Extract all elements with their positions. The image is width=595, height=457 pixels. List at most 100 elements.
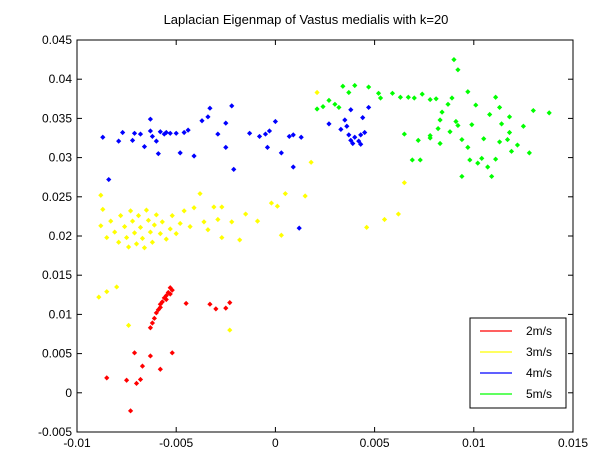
- data-point: [546, 110, 552, 116]
- data-point: [433, 96, 439, 102]
- data-point: [508, 148, 515, 154]
- data-point: [364, 224, 370, 230]
- series-3: [314, 57, 552, 180]
- data-point: [298, 134, 304, 140]
- data-point: [419, 91, 425, 97]
- data-point: [366, 104, 372, 111]
- series-0: [104, 285, 233, 414]
- data-point: [496, 139, 503, 145]
- data-point: [205, 227, 211, 233]
- data-point: [149, 133, 155, 140]
- x-tick-label: 0.01: [462, 436, 486, 450]
- data-point: [247, 130, 253, 136]
- data-point: [278, 232, 284, 238]
- x-tick-label: -0.005: [159, 436, 193, 450]
- data-point: [125, 322, 132, 328]
- data-point: [358, 132, 364, 138]
- data-point: [506, 129, 513, 136]
- data-point: [314, 89, 320, 96]
- data-point: [481, 136, 487, 142]
- data-point: [493, 94, 499, 100]
- data-point: [147, 116, 154, 122]
- data-point: [161, 295, 167, 301]
- data-point: [207, 301, 213, 307]
- data-point: [485, 164, 491, 170]
- data-point: [465, 144, 471, 151]
- data-point: [473, 102, 479, 108]
- data-point: [243, 211, 249, 217]
- data-point: [215, 216, 221, 223]
- data-point: [439, 109, 445, 115]
- data-point: [125, 244, 132, 250]
- data-point: [479, 155, 485, 161]
- y-tick-label: 0.015: [42, 268, 72, 282]
- data-point: [100, 206, 106, 212]
- data-point: [131, 350, 138, 356]
- data-point: [167, 285, 173, 291]
- data-point: [157, 231, 163, 237]
- y-tick-label: 0.005: [42, 347, 72, 361]
- y-tick-label: 0.025: [42, 190, 72, 204]
- x-tick-label: 0: [272, 436, 279, 450]
- data-point: [366, 84, 372, 90]
- data-point: [147, 353, 154, 359]
- data-point: [157, 129, 163, 135]
- data-point: [187, 223, 193, 230]
- data-point: [381, 216, 388, 223]
- data-point: [268, 200, 275, 206]
- data-point: [227, 300, 233, 306]
- data-point: [127, 208, 134, 214]
- data-point: [124, 377, 130, 383]
- data-point: [137, 131, 144, 137]
- data-point: [223, 305, 229, 311]
- data-point: [131, 130, 138, 136]
- data-point: [290, 132, 296, 138]
- data-point: [427, 96, 433, 103]
- data-point: [153, 310, 159, 316]
- data-point: [181, 129, 187, 136]
- data-point: [274, 203, 280, 209]
- data-point: [278, 150, 284, 156]
- data-point: [116, 239, 122, 245]
- data-point: [157, 301, 163, 307]
- data-point: [106, 176, 112, 183]
- data-point: [223, 120, 229, 126]
- y-tick-label: -0.005: [38, 425, 72, 439]
- data-point: [118, 213, 124, 219]
- data-point: [122, 223, 128, 230]
- data-point: [437, 117, 443, 123]
- data-point: [116, 138, 122, 144]
- data-point: [129, 218, 136, 224]
- data-point: [137, 376, 144, 383]
- data-point: [96, 294, 102, 300]
- data-point: [465, 89, 471, 95]
- data-point: [223, 144, 229, 151]
- data-point: [256, 133, 263, 140]
- data-point: [173, 231, 179, 237]
- data-point: [496, 104, 503, 111]
- data-point: [336, 104, 342, 111]
- data-point: [348, 107, 354, 113]
- y-tick-label: 0.04: [49, 72, 73, 86]
- data-point: [135, 213, 142, 219]
- legend-box: [469, 317, 567, 409]
- data-point: [177, 150, 183, 156]
- data-point: [147, 229, 154, 235]
- data-point: [302, 193, 308, 199]
- data-point: [127, 408, 134, 414]
- data-point: [290, 164, 296, 170]
- legend: 2m/s 3m/s 4m/s 5m/s: [469, 317, 567, 409]
- data-point: [401, 180, 407, 186]
- data-point: [360, 115, 366, 121]
- x-tick-label: 0.015: [558, 436, 588, 450]
- data-point: [173, 130, 179, 136]
- data-point: [163, 296, 169, 303]
- data-point: [185, 127, 191, 133]
- data-point: [167, 130, 173, 136]
- data-point: [506, 114, 513, 120]
- data-point: [338, 126, 344, 132]
- data-point: [352, 82, 358, 89]
- data-point: [229, 219, 235, 225]
- data-point: [159, 299, 165, 305]
